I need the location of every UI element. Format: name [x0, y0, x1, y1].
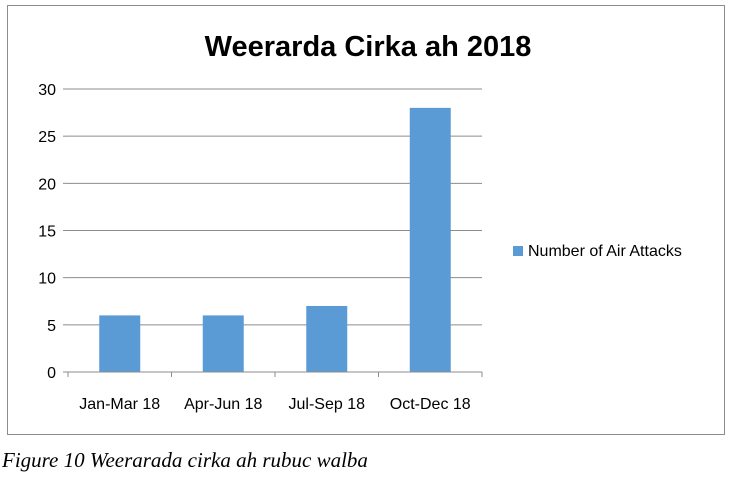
bar [99, 315, 141, 372]
legend-swatch [513, 246, 523, 256]
y-tick-label: 10 [38, 271, 56, 288]
legend: Number of Air Attacks [513, 243, 682, 260]
y-tick-label: 5 [47, 318, 56, 335]
x-axis-ticks: Jan-Mar 18 Apr-Jun 18 Jul-Sep 18 Oct-Dec 18 [67, 372, 483, 413]
bar [202, 315, 244, 372]
y-tick-label: 15 [38, 224, 56, 241]
legend-label: Number of Air Attacks [528, 243, 682, 260]
figure-caption: Figure 10 Weerarada cirka ah rubuc walba [2, 448, 368, 472]
y-axis-ticks: 0 5 10 15 20 25 30 [38, 82, 68, 382]
chart-frame: Weerarda Cirka ah 2018 0 5 10 15 20 25 30 Jan-… [7, 5, 725, 435]
bars [99, 107, 451, 372]
y-tick-label: 30 [38, 82, 56, 99]
x-tick-label: Jan-Mar 18 [79, 396, 160, 413]
chart-title: Weerarda Cirka ah 2018 [205, 31, 532, 63]
bar [306, 305, 348, 372]
x-tick-label: Oct-Dec 18 [390, 396, 471, 413]
x-tick-label: Jul-Sep 18 [289, 396, 366, 413]
bar [409, 107, 451, 372]
x-tick-label: Apr-Jun 18 [184, 396, 262, 413]
y-tick-label: 25 [38, 129, 56, 146]
y-tick-label: 0 [47, 365, 56, 382]
y-tick-label: 20 [38, 176, 56, 193]
bar-chart: Weerarda Cirka ah 2018 0 5 10 15 20 25 30 Jan-… [38, 31, 682, 413]
